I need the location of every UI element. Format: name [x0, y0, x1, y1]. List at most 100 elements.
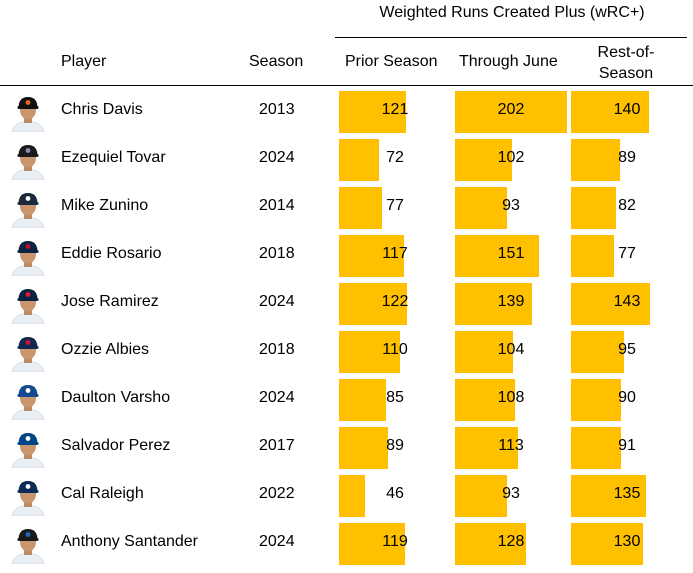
player-name: Daulton Varsho	[61, 389, 171, 406]
header-rule	[0, 85, 693, 86]
june-value-label: 202	[497, 101, 525, 118]
season-cell: 2018	[259, 245, 295, 262]
player-headshot-icon	[8, 188, 48, 229]
ros-bar	[571, 475, 646, 517]
june-value-label: 139	[497, 293, 525, 310]
header-rest-of-season: Rest-of-Season	[597, 44, 655, 82]
ros-bar	[571, 91, 649, 133]
june-bar	[455, 187, 507, 229]
season-cell: 2024	[259, 533, 295, 550]
season-cell: 2024	[259, 293, 295, 310]
prior-value-label: 72	[386, 149, 404, 166]
prior-bar	[339, 187, 382, 229]
prior-bar	[339, 139, 379, 181]
ros-value-label: 89	[618, 149, 636, 166]
player-headshot-icon	[8, 140, 48, 181]
season-cell: 2022	[259, 485, 295, 502]
table-row: Eddie Rosario 2018 117 151 77	[0, 232, 693, 280]
ros-bar	[571, 283, 650, 325]
prior-value-label: 119	[382, 533, 408, 550]
prior-value-label: 117	[382, 245, 408, 262]
prior-bar	[339, 475, 365, 517]
ros-value-label: 82	[618, 197, 636, 214]
june-value-label: 102	[497, 149, 525, 166]
player-name: Mike Zunino	[61, 197, 149, 214]
prior-value-label: 46	[386, 485, 404, 502]
ros-value-label: 90	[618, 389, 636, 406]
june-value-label: 108	[497, 389, 525, 406]
player-headshot-icon	[8, 524, 48, 565]
ros-bar	[571, 187, 616, 229]
header-through-june: Through June	[459, 53, 558, 70]
table-row: Anthony Santander 2024 119 128 130	[0, 520, 693, 568]
season-cell: 2024	[259, 149, 295, 166]
prior-bar	[339, 427, 388, 469]
june-bar	[455, 139, 512, 181]
prior-value-label: 122	[381, 293, 409, 310]
ros-value-label: 91	[618, 437, 636, 454]
ros-value-label: 95	[618, 341, 636, 358]
table-row: Daulton Varsho 2024 85 108 90	[0, 376, 693, 424]
june-value-label: 93	[502, 197, 520, 214]
june-value-label: 151	[497, 245, 525, 262]
june-bar	[455, 283, 532, 325]
prior-bar	[339, 379, 386, 421]
ros-bar	[571, 523, 643, 565]
player-headshot-icon	[8, 380, 48, 421]
prior-value-label: 85	[386, 389, 404, 406]
prior-value-label: 89	[386, 437, 404, 454]
june-bar	[455, 427, 518, 469]
table-row: Mike Zunino 2014 77 93 82	[0, 184, 693, 232]
ros-bar	[571, 427, 621, 469]
prior-bar	[339, 523, 405, 565]
season-cell: 2017	[259, 437, 295, 454]
june-value-label: 104	[497, 341, 525, 358]
table-row: Cal Raleigh 2022 46 93 135	[0, 472, 693, 520]
june-bar	[455, 331, 513, 373]
june-bar	[455, 235, 539, 277]
player-headshot-icon	[8, 428, 48, 469]
player-headshot-icon	[8, 332, 48, 373]
june-bar	[455, 475, 507, 517]
prior-bar	[339, 235, 404, 277]
season-cell: 2024	[259, 389, 295, 406]
season-cell: 2013	[259, 101, 295, 118]
june-value-label: 128	[497, 533, 525, 550]
season-cell: 2014	[259, 197, 295, 214]
player-headshot-icon	[8, 92, 48, 133]
player-name: Ozzie Albies	[61, 341, 150, 358]
table-row: Ozzie Albies 2018 110 104 95	[0, 328, 693, 376]
ros-bar	[571, 235, 614, 277]
june-value-label: 113	[498, 437, 524, 454]
ros-bar	[571, 379, 621, 421]
june-bar	[455, 523, 526, 565]
player-name: Eddie Rosario	[61, 245, 162, 262]
ros-value-label: 77	[618, 245, 636, 262]
player-name: Salvador Perez	[61, 437, 171, 454]
ros-bar	[571, 331, 624, 373]
table-row: Salvador Perez 2017 89 113 91	[0, 424, 693, 472]
header-season: Season	[249, 53, 304, 70]
prior-value-label: 77	[386, 197, 404, 214]
prior-bar	[339, 283, 407, 325]
table-row: Ezequiel Tovar 2024 72 102 89	[0, 136, 693, 184]
player-name: Anthony Santander	[61, 533, 198, 550]
table-row: Jose Ramirez 2024 122 139 143	[0, 280, 693, 328]
player-name: Ezequiel Tovar	[61, 149, 166, 166]
table-row: Chris Davis 2013 121 202 140	[0, 88, 693, 136]
prior-value-label: 121	[381, 101, 409, 118]
prior-bar	[339, 91, 406, 133]
ros-value-label: 140	[613, 101, 641, 118]
ros-value-label: 143	[613, 293, 641, 310]
player-headshot-icon	[8, 236, 48, 277]
ros-value-label: 135	[613, 485, 641, 502]
prior-value-label: 110	[382, 341, 408, 358]
june-value-label: 93	[502, 485, 520, 502]
header-player: Player	[61, 53, 107, 70]
group-title-rule	[335, 37, 687, 38]
ros-value-label: 130	[613, 533, 641, 550]
season-cell: 2018	[259, 341, 295, 358]
header-prior-season: Prior Season	[345, 53, 438, 70]
june-bar	[455, 91, 567, 133]
